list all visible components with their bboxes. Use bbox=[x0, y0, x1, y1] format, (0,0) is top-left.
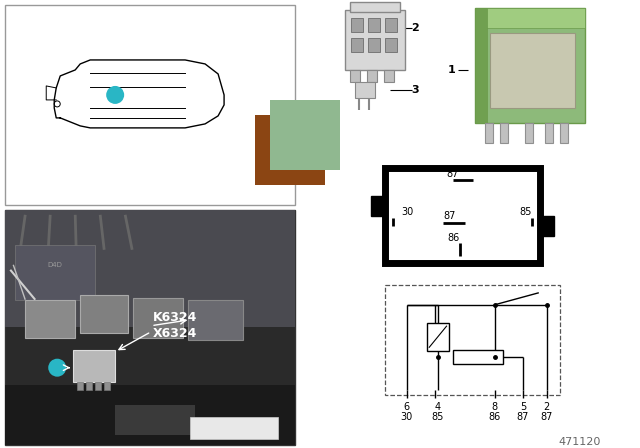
Bar bbox=[345, 10, 405, 70]
Bar bbox=[384, 70, 394, 82]
Bar bbox=[350, 70, 360, 82]
Text: 87: 87 bbox=[447, 169, 459, 179]
Text: 85: 85 bbox=[432, 412, 444, 422]
Bar bbox=[490, 33, 575, 108]
Text: 4: 4 bbox=[435, 402, 441, 412]
Bar bbox=[5, 5, 295, 205]
Bar bbox=[385, 18, 397, 32]
Bar bbox=[427, 323, 449, 351]
Text: 30: 30 bbox=[401, 207, 413, 217]
Bar bbox=[560, 123, 568, 143]
Bar bbox=[385, 168, 540, 263]
Bar bbox=[545, 123, 553, 143]
Text: 86: 86 bbox=[447, 233, 459, 243]
Bar bbox=[190, 417, 278, 439]
Bar bbox=[525, 123, 533, 143]
Text: 30: 30 bbox=[401, 412, 413, 422]
Text: 030024: 030024 bbox=[211, 422, 257, 433]
Bar bbox=[368, 38, 380, 52]
Bar bbox=[188, 300, 243, 340]
Bar bbox=[255, 115, 325, 185]
Bar bbox=[385, 38, 397, 52]
Bar bbox=[453, 350, 503, 364]
Bar bbox=[5, 210, 295, 327]
Text: 1: 1 bbox=[448, 65, 456, 75]
Text: 1: 1 bbox=[111, 90, 119, 100]
Bar bbox=[5, 385, 295, 444]
Bar bbox=[355, 82, 375, 98]
Text: 86: 86 bbox=[489, 412, 501, 422]
Text: 2: 2 bbox=[544, 402, 550, 412]
Bar bbox=[485, 123, 493, 143]
Bar bbox=[385, 285, 560, 395]
Bar bbox=[368, 18, 380, 32]
Bar bbox=[351, 18, 363, 32]
Bar bbox=[77, 382, 83, 390]
Text: 87: 87 bbox=[541, 412, 553, 422]
Bar bbox=[104, 382, 110, 390]
Text: 85: 85 bbox=[520, 207, 532, 217]
Bar bbox=[540, 216, 554, 236]
Text: 87: 87 bbox=[443, 211, 455, 221]
Bar bbox=[475, 8, 487, 123]
Bar bbox=[371, 196, 385, 216]
Text: 8: 8 bbox=[492, 402, 498, 412]
Text: D4D: D4D bbox=[48, 262, 63, 268]
Bar bbox=[115, 405, 195, 435]
Text: 2: 2 bbox=[411, 23, 419, 33]
Bar bbox=[80, 295, 128, 333]
Bar bbox=[86, 382, 92, 390]
Text: 3: 3 bbox=[411, 85, 419, 95]
Circle shape bbox=[106, 86, 124, 104]
Text: 5: 5 bbox=[520, 402, 526, 412]
Text: 87: 87 bbox=[516, 412, 529, 422]
Bar bbox=[475, 8, 585, 123]
Bar bbox=[73, 350, 115, 382]
Bar bbox=[25, 300, 76, 338]
Bar bbox=[351, 38, 363, 52]
Bar bbox=[133, 298, 183, 338]
Text: X6324: X6324 bbox=[153, 327, 198, 340]
Bar bbox=[367, 70, 377, 82]
Bar bbox=[500, 123, 508, 143]
Bar bbox=[5, 210, 295, 444]
Text: 1: 1 bbox=[54, 363, 61, 373]
Text: 6: 6 bbox=[404, 402, 410, 412]
Bar bbox=[475, 8, 585, 28]
Bar bbox=[15, 245, 95, 300]
Circle shape bbox=[48, 359, 66, 377]
Text: K6324: K6324 bbox=[153, 311, 198, 324]
Bar bbox=[95, 382, 101, 390]
Polygon shape bbox=[54, 60, 224, 128]
Text: 471120: 471120 bbox=[559, 437, 601, 447]
Bar bbox=[350, 2, 400, 12]
Bar bbox=[270, 100, 340, 170]
